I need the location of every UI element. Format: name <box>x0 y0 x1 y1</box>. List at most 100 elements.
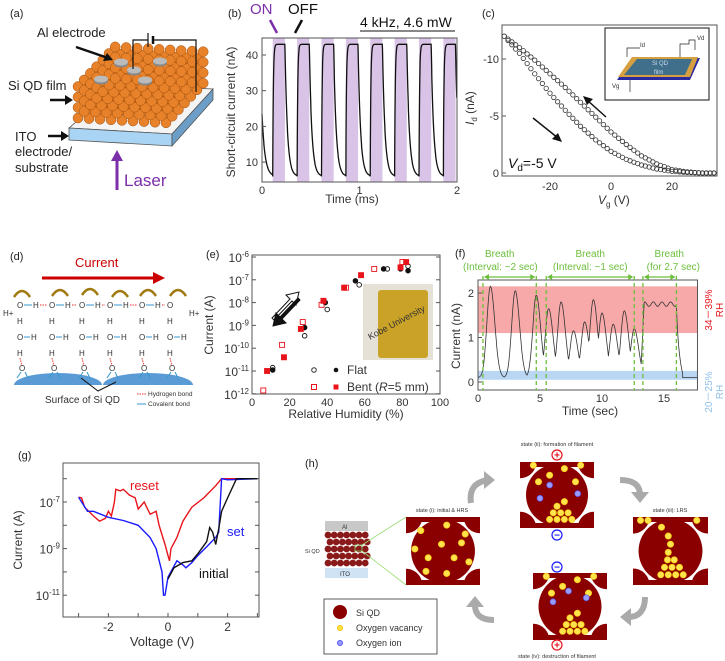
oxygen-vacancy <box>693 517 701 524</box>
x-tick-label: 1 <box>356 185 362 197</box>
oxygen-vacancy <box>573 627 581 635</box>
high-rh-unit: RH <box>715 303 725 317</box>
transfer-point-forward <box>505 37 511 44</box>
proton-hop-arrow <box>168 288 188 297</box>
flat-open-point <box>356 282 362 288</box>
oxygen-vacancy <box>657 523 665 531</box>
hydrogen-atom: H <box>139 317 145 326</box>
laser-on-band <box>443 38 456 182</box>
oxygen-atom: O <box>107 333 113 342</box>
breath-arrowhead <box>530 274 536 280</box>
oxygen-vacancy <box>443 521 451 529</box>
high-rh-label: 34－39% <box>704 289 715 330</box>
si-qd-sphere <box>142 64 154 75</box>
hydrogen-atom: H <box>107 349 113 358</box>
bent-open-point <box>299 319 306 326</box>
hydrogen-atom: H <box>49 349 55 358</box>
backward-sweep-arrowhead <box>583 96 593 105</box>
x-tick-label: 0 <box>608 181 614 193</box>
y-tick-label: 10-8 <box>229 296 250 311</box>
transfer-point-forward <box>574 119 580 125</box>
laser-on-band <box>297 38 310 182</box>
si-qd-sphere <box>186 56 198 67</box>
transfer-point-forward <box>581 127 587 133</box>
transfer-point-backward <box>612 132 618 138</box>
hydrogen-atom: H <box>31 333 37 342</box>
legend-flat: Flat <box>347 363 368 377</box>
breath-arrowhead <box>643 274 649 280</box>
oxygen-vacancy <box>577 462 585 469</box>
transfer-point-forward <box>528 66 534 72</box>
al-electrode-disc-top <box>127 66 141 74</box>
plot-frame-c <box>501 24 718 177</box>
transfer-point-backward <box>532 57 538 63</box>
breath-arrowhead <box>670 274 676 280</box>
si-qd-sphere <box>91 92 102 104</box>
oxygen-vacancy <box>450 554 458 562</box>
y-axis-label: Current (nA) <box>449 303 463 369</box>
flat-filled-point <box>380 266 387 272</box>
si-qd-sphere <box>197 67 209 78</box>
y-tick-label: 10-9 <box>229 318 250 333</box>
stack-qd-sphere <box>324 531 332 539</box>
x-tick-label: 20 <box>283 397 295 409</box>
off-label: OFF <box>288 1 318 18</box>
flat-open-point <box>384 266 391 272</box>
hydrogen-atom: H <box>79 317 85 326</box>
transfer-point-backward <box>600 121 606 128</box>
ito-label-line1: ITO <box>15 129 36 144</box>
stack-qd-sphere <box>324 545 332 553</box>
transfer-point-backward <box>574 96 580 102</box>
oxygen-vacancy <box>657 571 665 579</box>
stack-qd-sphere <box>326 538 334 546</box>
legend-bent: Bent (R=5 mm) <box>347 380 429 394</box>
y-tick-label: -5 <box>489 111 499 123</box>
surface-bond <box>56 371 61 379</box>
stack-qd-sphere <box>343 559 350 567</box>
si-qd-particle <box>525 463 589 527</box>
bent-filled-point <box>403 259 410 266</box>
oxygen-vacancy <box>663 556 671 564</box>
x-axis-label: Voltage (V) <box>130 634 194 649</box>
surface-oxygen: O <box>51 364 57 373</box>
bent-open-point <box>399 259 406 266</box>
transfer-point-backward <box>593 114 599 120</box>
flat-filled-point <box>405 267 411 274</box>
reset-curve <box>78 478 258 561</box>
bent-filled-point <box>264 368 270 374</box>
negative-electrode-icon <box>551 561 563 573</box>
off-arrow <box>293 19 304 34</box>
x-axis-label: Time (sec) <box>562 404 618 418</box>
stack-qd-sphere <box>351 538 359 546</box>
si-qd-sphere <box>78 106 90 117</box>
panel-f-breath-chart: (f) Breath (Interval: ~2 sec) Breath (Inter… <box>449 248 725 418</box>
oxygen-vacancy <box>571 478 579 486</box>
covalent-bond-label: Covalent bond <box>148 401 190 408</box>
breath-detail: (for 2.7 sec) <box>647 262 700 273</box>
stack-qd-sphere <box>345 538 352 546</box>
breath-arrowhead <box>483 274 489 280</box>
y-tick-label: 10-11 <box>225 364 250 379</box>
proton-hop-arrow <box>50 288 70 297</box>
transfer-point-forward <box>501 33 507 39</box>
x-tick-label: 100 <box>431 397 449 409</box>
si-qd-sphere <box>197 56 209 68</box>
surface-bond <box>146 371 151 379</box>
ito-label-line3: substrate <box>15 160 68 175</box>
forward-sweep-arrowhead <box>552 133 562 142</box>
stack-qd-sphere <box>337 531 344 539</box>
legend-si-qd: Si QD <box>356 608 381 618</box>
legend-ion-icon <box>337 640 343 646</box>
wire-left <box>132 39 148 69</box>
transfer-point-forward <box>593 137 599 143</box>
zoom-region <box>354 544 363 552</box>
transfer-point-forward <box>509 42 515 48</box>
proton-hop-arrow <box>12 289 32 298</box>
zoom-line-top <box>361 516 407 546</box>
oxygen-vacancy <box>546 471 554 479</box>
stack-qd-sphere <box>357 552 365 560</box>
y-tick-label: 1 <box>468 333 474 345</box>
panel-e-humidity-chart: (e) Kobe University 10-6 10-7 10-8 10-9 10-1… <box>202 249 449 421</box>
oxygen-atom: O <box>167 333 173 342</box>
